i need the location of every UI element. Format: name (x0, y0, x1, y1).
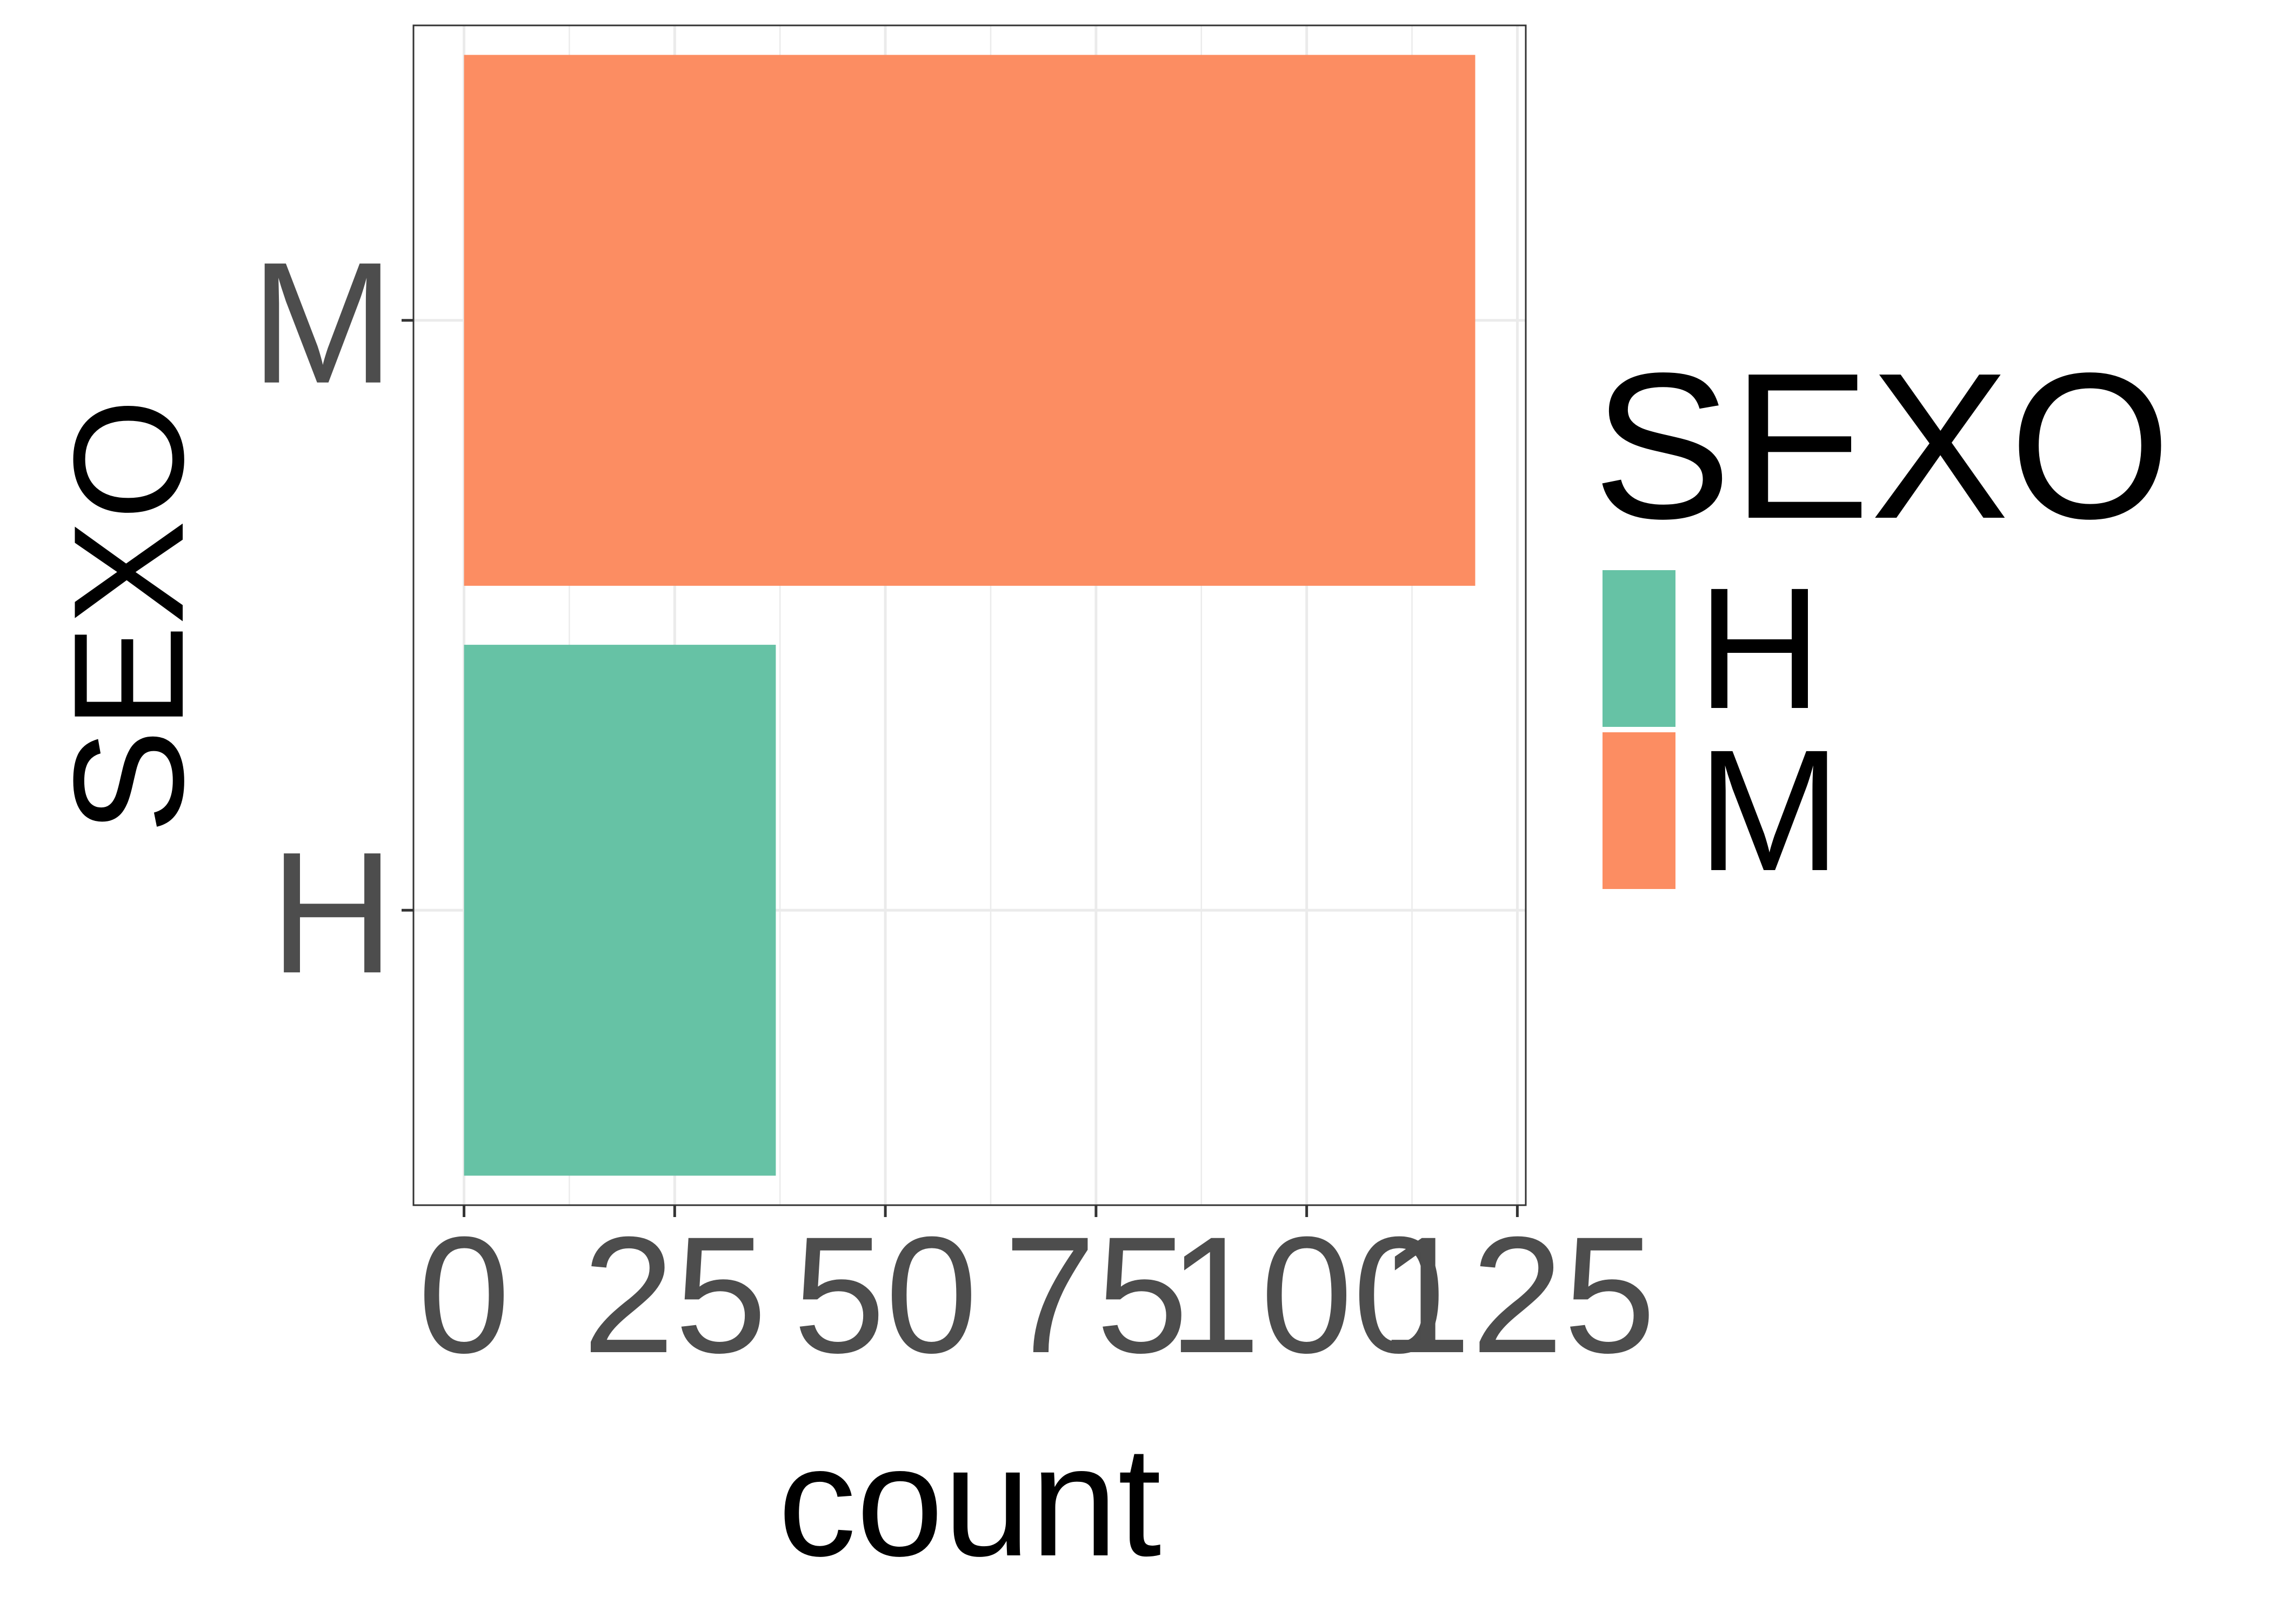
legend-key-H (1603, 570, 1675, 727)
y-tick-label-M: M (250, 226, 395, 419)
x-tick-label: 125 (1379, 1202, 1655, 1388)
legend-title: SEXO (1593, 329, 2171, 562)
x-tick-label: 50 (793, 1202, 977, 1388)
plot-panel-border (412, 24, 1527, 1206)
bars-layer (464, 55, 1476, 1176)
y-axis-title: SEXO (41, 398, 216, 834)
bar-M (464, 55, 1476, 586)
x-tick-label: 0 (418, 1202, 510, 1388)
legend-items: HM (1603, 551, 1841, 907)
x-tick-label: 100 (1169, 1202, 1445, 1388)
legend: SEXO HM (1593, 329, 2171, 907)
legend-label-M: M (1697, 713, 1841, 907)
x-tick-label: 75 (1004, 1202, 1188, 1388)
bar-H (464, 645, 776, 1176)
legend-key-M (1603, 732, 1675, 889)
y-axis: HM (250, 226, 413, 1009)
y-tick-label-H: H (270, 816, 395, 1009)
x-axis-title: count (778, 1414, 1161, 1589)
legend-label-H: H (1697, 551, 1822, 745)
x-tick-label: 25 (583, 1202, 767, 1388)
